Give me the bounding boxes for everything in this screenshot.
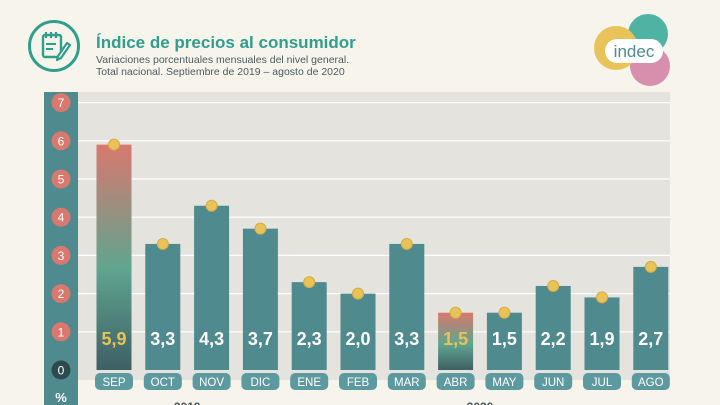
value-dot <box>254 222 267 235</box>
value-dot <box>400 237 413 250</box>
value-labels: 5,9 3,3 4,3 3,7 2,3 2,0 3,3 1,5 1,5 2,2 1,9 2,7 <box>101 329 663 349</box>
value-label: 3,7 <box>248 329 273 349</box>
page-subtitle: Variaciones porcentuales mensuales del n… <box>96 54 349 78</box>
x-tick-label: ABR <box>444 377 468 389</box>
value-dot <box>156 237 169 250</box>
bar <box>340 293 376 370</box>
value-dot <box>644 260 657 273</box>
year-labels: 2019 2020 <box>174 400 494 405</box>
x-tick-box <box>95 373 133 390</box>
x-tick-box <box>631 373 670 390</box>
x-tick-label: MAR <box>394 377 420 389</box>
value-label: 2,2 <box>541 329 566 349</box>
bar <box>584 297 620 370</box>
y-tick-label: 4 <box>58 211 65 225</box>
x-tick-box <box>241 373 280 390</box>
x-tick-label: OCT <box>151 377 175 389</box>
y-tick-marker <box>51 360 71 380</box>
value-dot <box>303 276 316 289</box>
bar <box>194 205 230 370</box>
x-tick-box <box>387 373 426 390</box>
y-tick-marker <box>51 131 71 151</box>
x-tick-label: ENE <box>297 377 321 389</box>
notepad-pencil-icon <box>28 20 80 72</box>
x-axis: SEP OCT NOV DIC ENE FEB MAR ABR MAY JUN JUL AGO <box>95 373 670 390</box>
value-label: 2,7 <box>638 329 663 349</box>
value-label: 3,3 <box>150 329 175 349</box>
value-label: 2,0 <box>345 329 370 349</box>
y-axis: 0 1 2 3 4 5 6 7 <box>51 93 71 380</box>
x-tick-label: AGO <box>638 377 664 389</box>
bar <box>291 282 327 370</box>
year-label: 2020 <box>467 400 494 405</box>
bar <box>145 243 181 370</box>
x-tick-label: JUN <box>542 377 564 389</box>
y-tick-marker <box>51 93 71 113</box>
value-label: 3,3 <box>394 329 419 349</box>
bar <box>535 285 571 370</box>
y-tick-label: 6 <box>58 134 65 148</box>
value-label: 1,5 <box>492 329 517 349</box>
indec-logo: indec <box>590 14 674 88</box>
value-label: 2,3 <box>297 329 322 349</box>
x-tick-label: DIC <box>250 377 270 389</box>
x-tick-label: SEP <box>102 377 125 389</box>
x-tick-box <box>290 373 329 390</box>
y-tick-label: 3 <box>58 249 65 263</box>
value-label: 5,9 <box>101 329 126 349</box>
bar <box>96 144 132 370</box>
subtitle-line-2: Total nacional. Septiembre de 2019 – ago… <box>96 66 345 78</box>
value-label: 1,9 <box>589 329 614 349</box>
x-tick-box <box>583 373 621 390</box>
value-dot <box>205 199 218 212</box>
value-dot <box>108 138 120 151</box>
x-tick-box <box>339 373 377 390</box>
y-tick-label: 1 <box>58 325 65 339</box>
y-tick-label: 5 <box>58 173 65 187</box>
x-tick-label: MAY <box>492 377 516 389</box>
x-tick-box <box>485 373 524 390</box>
y-tick-marker <box>51 207 71 227</box>
y-tick-marker <box>51 322 71 342</box>
value-dot <box>596 291 608 304</box>
bar <box>242 228 278 370</box>
y-tick-marker <box>51 284 71 304</box>
year-label: 2019 <box>174 400 201 405</box>
y-tick-label: 2 <box>58 287 65 301</box>
subtitle-line-1: Variaciones porcentuales mensuales del n… <box>96 54 350 66</box>
value-dot <box>352 287 364 300</box>
x-tick-box <box>534 373 573 390</box>
x-tick-box <box>192 373 231 390</box>
value-dot <box>449 306 462 319</box>
bar <box>389 243 425 370</box>
y-tick-marker <box>51 169 71 189</box>
bars <box>96 144 669 370</box>
x-tick-label: JUL <box>592 377 613 389</box>
y-tick-label: 0 <box>58 364 65 378</box>
value-label: 1,5 <box>443 329 468 349</box>
value-dots <box>108 138 657 319</box>
y-tick-marker <box>51 245 71 265</box>
page-title: Índice de precios al consumidor <box>96 33 356 52</box>
value-dot <box>547 279 560 292</box>
x-tick-box <box>143 373 182 390</box>
logo-text: indec <box>614 42 655 61</box>
y-axis-unit: % <box>55 390 67 405</box>
value-label: 4,3 <box>199 329 224 349</box>
x-tick-label: FEB <box>347 377 370 389</box>
value-dot <box>498 306 511 319</box>
bar <box>633 266 669 370</box>
x-tick-box <box>436 373 475 390</box>
x-tick-label: NOV <box>199 377 224 389</box>
y-tick-label: 7 <box>58 96 65 110</box>
bar <box>486 312 522 370</box>
bar <box>438 312 474 370</box>
